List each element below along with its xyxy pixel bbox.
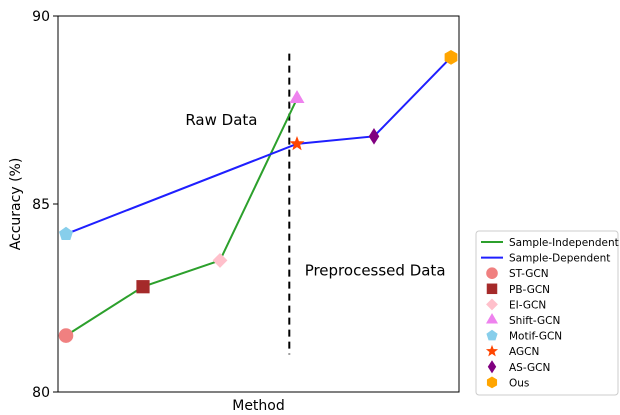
- axis-layer: 80 85 90 Method Accuracy (%): [8, 9, 285, 414]
- legend-label: Shift-GCN: [509, 315, 560, 327]
- legend-item-ei-gcn: EI-GCN: [486, 298, 546, 311]
- legend-swatch-circle: [486, 267, 498, 280]
- legend-label: Sample-Dependent: [509, 253, 610, 265]
- series-line-sample-dependent: [65, 56, 452, 236]
- marker-pb-gcn: [136, 280, 150, 294]
- plot-area: [57, 15, 460, 393]
- legend-item-pb-gcn: PB-GCN: [486, 283, 550, 296]
- legend-label: Motif-GCN: [509, 331, 562, 343]
- marker-shift-gcn: [289, 90, 305, 104]
- legend-label: AS-GCN: [509, 362, 550, 374]
- annotation-layer: Raw Data Preprocessed Data: [185, 111, 445, 279]
- legend-label: Sample-Independent: [509, 237, 619, 249]
- annotation-raw-data: Raw Data: [185, 111, 257, 129]
- legend-item-motif-gcn: Motif-GCN: [486, 329, 562, 343]
- marker-st-gcn: [58, 328, 74, 343]
- plot-frame: [57, 15, 460, 393]
- legend-swatch-triangle: [486, 313, 498, 324]
- legend-swatch-hexagon: [486, 376, 498, 389]
- series-line-sample-independent: [65, 98, 298, 337]
- legend-label: AGCN: [509, 346, 539, 358]
- legend-swatch-diamond: [486, 298, 498, 311]
- marker-ous: [444, 50, 458, 65]
- legend-box: [475, 230, 619, 396]
- marker-layer: [58, 50, 458, 343]
- x-axis-label: Method: [232, 398, 285, 414]
- legend-swatch-star: [485, 344, 499, 357]
- legend-item-sample-dependent: Sample-Dependent: [481, 253, 610, 265]
- y-tick-label: 80: [32, 385, 50, 401]
- legend-label: Ous: [509, 377, 529, 389]
- legend-label: PB-GCN: [509, 284, 550, 296]
- legend-item-as-gcn: AS-GCN: [487, 360, 550, 374]
- legend-swatch-square: [486, 283, 498, 295]
- legend-swatch-thin-diamond: [487, 360, 497, 374]
- marker-motif-gcn: [58, 226, 74, 241]
- legend-swatch-pentagon: [486, 329, 498, 341]
- legend-item-agcn: AGCN: [485, 344, 539, 358]
- legend: Sample-Independent Sample-Dependent ST-GCN…: [475, 230, 619, 396]
- legend-item-shift-gcn: Shift-GCN: [486, 313, 560, 327]
- y-axis-label: Accuracy (%): [8, 158, 24, 251]
- series-layer: [65, 56, 452, 337]
- marker-agcn: [289, 135, 305, 151]
- legend-item-sample-independent: Sample-Independent: [481, 237, 619, 249]
- y-tick-label: 90: [32, 9, 50, 25]
- marker-as-gcn: [368, 128, 380, 145]
- marker-ei-gcn: [212, 252, 228, 268]
- annotation-preprocessed-data: Preprocessed Data: [305, 261, 446, 279]
- legend-label: EI-GCN: [509, 299, 546, 311]
- legend-item-st-gcn: ST-GCN: [486, 267, 549, 280]
- y-tick-label: 85: [32, 197, 50, 213]
- legend-item-ous: Ous: [486, 376, 529, 389]
- legend-label: ST-GCN: [509, 268, 549, 280]
